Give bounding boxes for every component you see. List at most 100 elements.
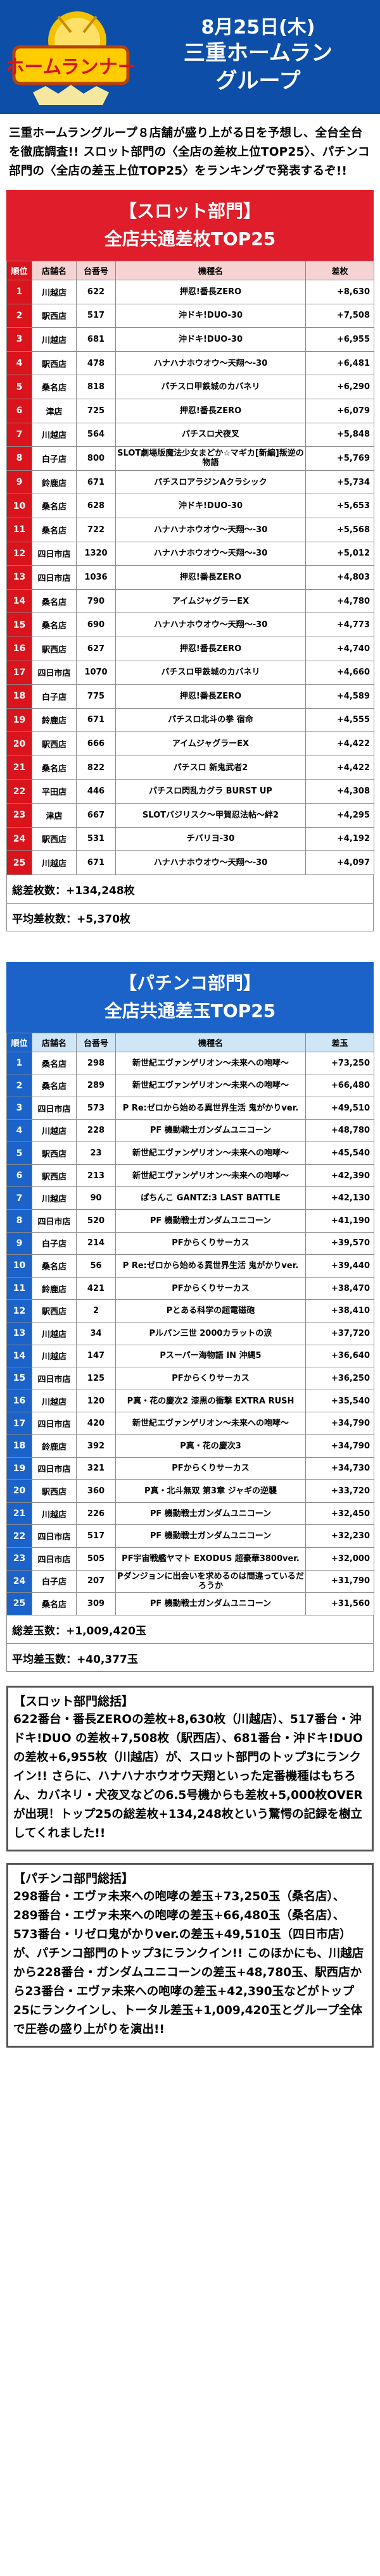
- slot-table-row: 13 四日市店 1036 押忍!番長ZERO +4,803: [6, 565, 374, 590]
- pachinko-table-row: 14 川越店 147 Pスーパー海物語 IN 沖縄5 +36,640: [6, 1344, 374, 1368]
- model-cell: PF 機動戦士ガンダムユニコーン: [115, 1502, 306, 1526]
- diff-cell: +4,589: [305, 684, 374, 709]
- store-cell: 白子店: [32, 1231, 77, 1255]
- model-cell: ハナハナホウオウ〜天翔〜-30: [115, 351, 306, 376]
- rank-cell: 25: [6, 850, 32, 875]
- rank-cell: 3: [6, 327, 32, 352]
- pachinko-table-row: 13 川越店 34 Pルパン三世 2000カラットの涙 +37,720: [6, 1321, 374, 1345]
- pachinko-totals: 総差玉数：+1,009,420玉 平均差玉数：+40,377玉: [6, 1615, 374, 1672]
- diff-cell: +41,190: [305, 1209, 374, 1233]
- rank-cell: 4: [6, 351, 32, 376]
- pachinko-summary: 【パチンコ部門総括】 298番台・エヴァ未来への咆哮の差玉+73,250玉（桑名…: [6, 1862, 374, 2048]
- machine-no-cell: 775: [76, 684, 116, 709]
- model-cell: SLOTバジリスク〜甲賀忍法帖〜絆2: [115, 803, 306, 828]
- store-cell: 川越店: [32, 1502, 77, 1526]
- slot-section-header: 【スロット部門】 全店共通差枚TOP25: [6, 190, 374, 261]
- diff-cell: +4,097: [305, 850, 374, 875]
- slot-table-row: 5 桑名店 818 パチスロ甲鉄城のカバネリ +6,290: [6, 375, 374, 399]
- slot-table-row: 7 川越店 564 パチスロ犬夜叉 +5,848: [6, 422, 374, 447]
- rank-cell: 15: [6, 613, 32, 637]
- diff-cell: +4,192: [305, 826, 374, 852]
- rank-cell: 14: [6, 588, 32, 614]
- machine-no-cell: 690: [76, 613, 116, 637]
- rank-cell: 25: [6, 1592, 32, 1615]
- store-cell: 平田店: [32, 779, 77, 804]
- model-cell: Pとある科学の超電磁砲: [115, 1299, 306, 1322]
- machine-no-cell: 725: [76, 398, 116, 423]
- diff-cell: +34,790: [305, 1412, 374, 1435]
- model-cell: 新世紀エヴァンゲリオン〜未来への咆哮〜: [115, 1074, 306, 1098]
- diff-cell: +8,630: [305, 280, 374, 304]
- store-cell: 桑名店: [32, 1074, 77, 1098]
- diff-cell: +7,508: [305, 303, 374, 328]
- group-title: 三重ホームラン グループ: [136, 39, 380, 95]
- diff-cell: +45,540: [305, 1142, 374, 1165]
- diff-cell: +5,848: [305, 422, 374, 447]
- store-cell: 四日市店: [32, 1457, 77, 1481]
- slot-table-row: 24 駅西店 531 チバリヨ-30 +4,192: [6, 826, 374, 852]
- model-cell: 押忍!番長ZERO: [115, 565, 306, 590]
- slot-table-row: 4 駅西店 478 ハナハナホウオウ〜天翔〜-30 +6,481: [6, 351, 374, 376]
- pachinko-ranking: 順位 店舗名 台番号 機種名 差玉 1 桑名店 298 新世紀エヴァンゲリオン〜未来へ…: [0, 1032, 380, 1615]
- pachinko-table-row: 3 四日市店 573 P Re:ゼロから始める異世界生活 鬼がかりver. +49,51…: [6, 1097, 374, 1120]
- model-cell: P真・花の慶次2 漆黒の衝撃 EXTRA RUSH: [115, 1389, 306, 1413]
- rank-cell: 19: [6, 707, 32, 733]
- rank-cell: 20: [6, 1479, 32, 1503]
- store-cell: 駅西店: [32, 1164, 77, 1188]
- pachinko-table-row: 10 桑名店 56 P Re:ゼロから始める異世界生活 鬼がかりver. +39,440: [6, 1254, 374, 1278]
- diff-cell: +4,780: [305, 588, 374, 614]
- model-cell: PF宇宙戦艦ヤマト EXODUS 超豪華3800ver.: [115, 1546, 306, 1571]
- diff-cell: +39,440: [305, 1254, 374, 1278]
- pachinko-table-row: 1 桑名店 298 新世紀エヴァンゲリオン〜未来への咆哮〜 +73,250: [6, 1051, 374, 1075]
- rank-cell: 12: [6, 541, 32, 566]
- machine-no-cell: 90: [76, 1186, 116, 1210]
- machine-no-cell: 671: [76, 850, 116, 875]
- store-cell: 川越店: [32, 327, 77, 352]
- intro-text: 三重ホームラングループ８店舗が盛り上がる日を予想し、全台全台を徹底調査!! スロ…: [9, 127, 370, 178]
- rank-cell: 1: [6, 1051, 32, 1075]
- slot-table-row: 15 桑名店 690 ハナハナホウオウ〜天翔〜-30 +4,773: [6, 613, 374, 637]
- rank-cell: 11: [6, 1276, 32, 1300]
- diff-cell: +36,640: [305, 1344, 374, 1368]
- slot-total: 総差枚数：+134,248枚: [12, 884, 135, 897]
- diff-cell: +32,230: [305, 1524, 374, 1548]
- slot-table-row: 8 白子店 800 SLOT劇場版魔法少女まどか☆マギカ[新編]叛逆の物語 +5,769: [6, 446, 374, 471]
- model-cell: PFからくりサーカス: [115, 1457, 306, 1481]
- store-cell: 駅西店: [32, 731, 77, 756]
- store-cell: 川越店: [32, 1186, 77, 1210]
- model-cell: パチスロ北斗の拳 宿命: [115, 707, 306, 733]
- model-cell: ハナハナホウオウ〜天翔〜-30: [115, 850, 306, 875]
- pachinko-table-row: 6 駅西店 213 新世紀エヴァンゲリオン〜未来への咆哮〜 +42,390: [6, 1164, 374, 1188]
- slot-title-line2: 全店共通差枚TOP25: [104, 228, 276, 249]
- machine-no-cell: 800: [76, 446, 116, 471]
- model-cell: P Re:ゼロから始める異世界生活 鬼がかりver.: [115, 1097, 306, 1120]
- model-cell: ハナハナホウオウ〜天翔〜-30: [115, 541, 306, 566]
- machine-no-cell: 667: [76, 803, 116, 828]
- diff-cell: +5,769: [305, 446, 374, 471]
- col-store: 店舗名: [32, 1032, 77, 1052]
- pachinko-table-row: 25 桑名店 309 PF 機動戦士ガンダムユニコーン +31,560: [6, 1592, 374, 1615]
- col-store: 店舗名: [32, 261, 77, 280]
- rank-cell: 7: [6, 1186, 32, 1210]
- model-cell: チバリヨ-30: [115, 826, 306, 852]
- rank-cell: 17: [6, 1412, 32, 1435]
- model-cell: パチスロ甲鉄城のカバネリ: [115, 375, 306, 399]
- model-cell: PF 機動戦士ガンダムユニコーン: [115, 1209, 306, 1233]
- machine-no-cell: 671: [76, 470, 116, 495]
- rank-cell: 17: [6, 660, 32, 685]
- machine-no-cell: 505: [76, 1546, 116, 1571]
- diff-cell: +35,540: [305, 1389, 374, 1413]
- store-cell: 鈴鹿店: [32, 470, 77, 495]
- slot-table-row: 12 四日市店 1320 ハナハナホウオウ〜天翔〜-30 +5,012: [6, 541, 374, 566]
- model-cell: 押忍!番長ZERO: [115, 684, 306, 709]
- store-cell: 桑名店: [32, 1592, 77, 1615]
- model-cell: 押忍!番長ZERO: [115, 636, 306, 661]
- group-title-line2: グループ: [215, 68, 301, 94]
- model-cell: PF 機動戦士ガンダムユニコーン: [115, 1592, 306, 1615]
- pachinko-section-header: 【パチンコ部門】 全店共通差玉TOP25: [6, 961, 374, 1033]
- machine-no-cell: 228: [76, 1119, 116, 1143]
- pachinko-average: 平均差玉数：+40,377玉: [7, 1643, 373, 1671]
- store-cell: 白子店: [32, 446, 77, 471]
- pachinko-table-row: 23 四日市店 505 PF宇宙戦艦ヤマト EXODUS 超豪華3800ver. +32…: [6, 1546, 374, 1571]
- diff-cell: +39,570: [305, 1231, 374, 1255]
